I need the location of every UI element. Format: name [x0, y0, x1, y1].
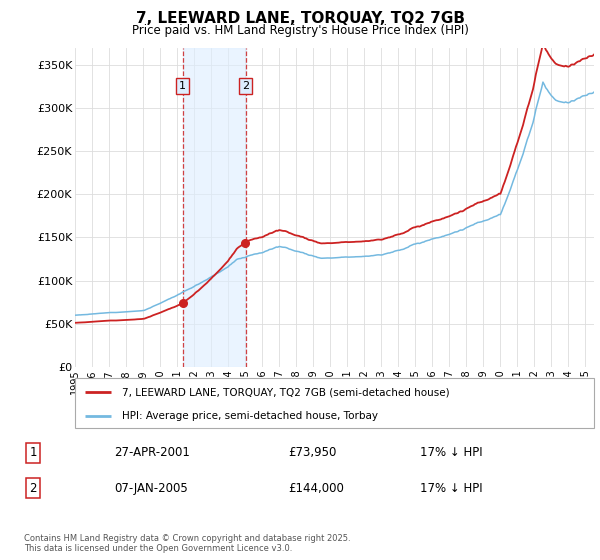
Bar: [182, 48, 245, 367]
Text: 7, LEEWARD LANE, TORQUAY, TQ2 7GB: 7, LEEWARD LANE, TORQUAY, TQ2 7GB: [136, 11, 464, 26]
Text: 7, LEEWARD LANE, TORQUAY, TQ2 7GB (semi-detached house): 7, LEEWARD LANE, TORQUAY, TQ2 7GB (semi-…: [122, 387, 449, 397]
Text: 1: 1: [29, 446, 37, 459]
Text: Contains HM Land Registry data © Crown copyright and database right 2025.
This d: Contains HM Land Registry data © Crown c…: [24, 534, 350, 553]
FancyBboxPatch shape: [75, 378, 594, 428]
Text: £144,000: £144,000: [288, 482, 344, 494]
Text: £73,950: £73,950: [288, 446, 337, 459]
Text: 07-JAN-2005: 07-JAN-2005: [114, 482, 188, 494]
Text: 17% ↓ HPI: 17% ↓ HPI: [420, 482, 482, 494]
Text: 17% ↓ HPI: 17% ↓ HPI: [420, 446, 482, 459]
Text: 27-APR-2001: 27-APR-2001: [114, 446, 190, 459]
Text: Price paid vs. HM Land Registry's House Price Index (HPI): Price paid vs. HM Land Registry's House …: [131, 24, 469, 36]
Text: HPI: Average price, semi-detached house, Torbay: HPI: Average price, semi-detached house,…: [122, 411, 378, 421]
Text: 2: 2: [29, 482, 37, 494]
Text: 2: 2: [242, 81, 249, 91]
Text: 1: 1: [179, 81, 186, 91]
